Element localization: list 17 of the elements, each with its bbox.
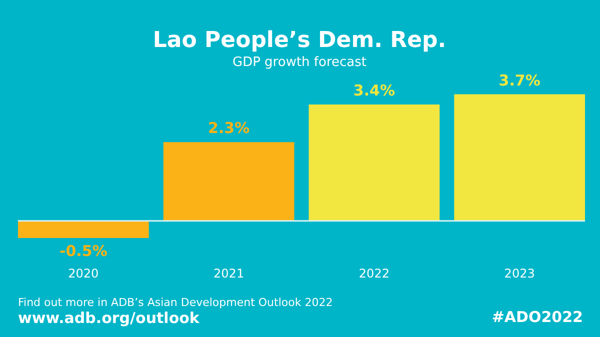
text: #ADO2022	[492, 308, 583, 326]
bar	[163, 142, 294, 221]
bar	[308, 104, 440, 221]
text: www.adb.org/outlook	[18, 309, 200, 327]
bar	[18, 220, 149, 238]
x-tick-label: 2020	[68, 266, 99, 280]
x-tick-label: 2023	[504, 266, 535, 280]
chart-title: Lao People’s Dem. Rep.	[152, 28, 446, 53]
text: Find out more in ADB’s Asian Development Outlook 2022	[18, 296, 333, 309]
x-tick-label: 2022	[358, 266, 390, 280]
data-label: 2.3%	[208, 119, 250, 138]
x-tick-label: 2021	[214, 266, 244, 280]
chart-subtitle: GDP growth forecast	[232, 55, 366, 70]
data-label: 3.4%	[353, 82, 395, 100]
data-label: 3.7%	[498, 71, 540, 90]
bar	[454, 94, 585, 221]
data-label: -0.5%	[60, 242, 108, 260]
